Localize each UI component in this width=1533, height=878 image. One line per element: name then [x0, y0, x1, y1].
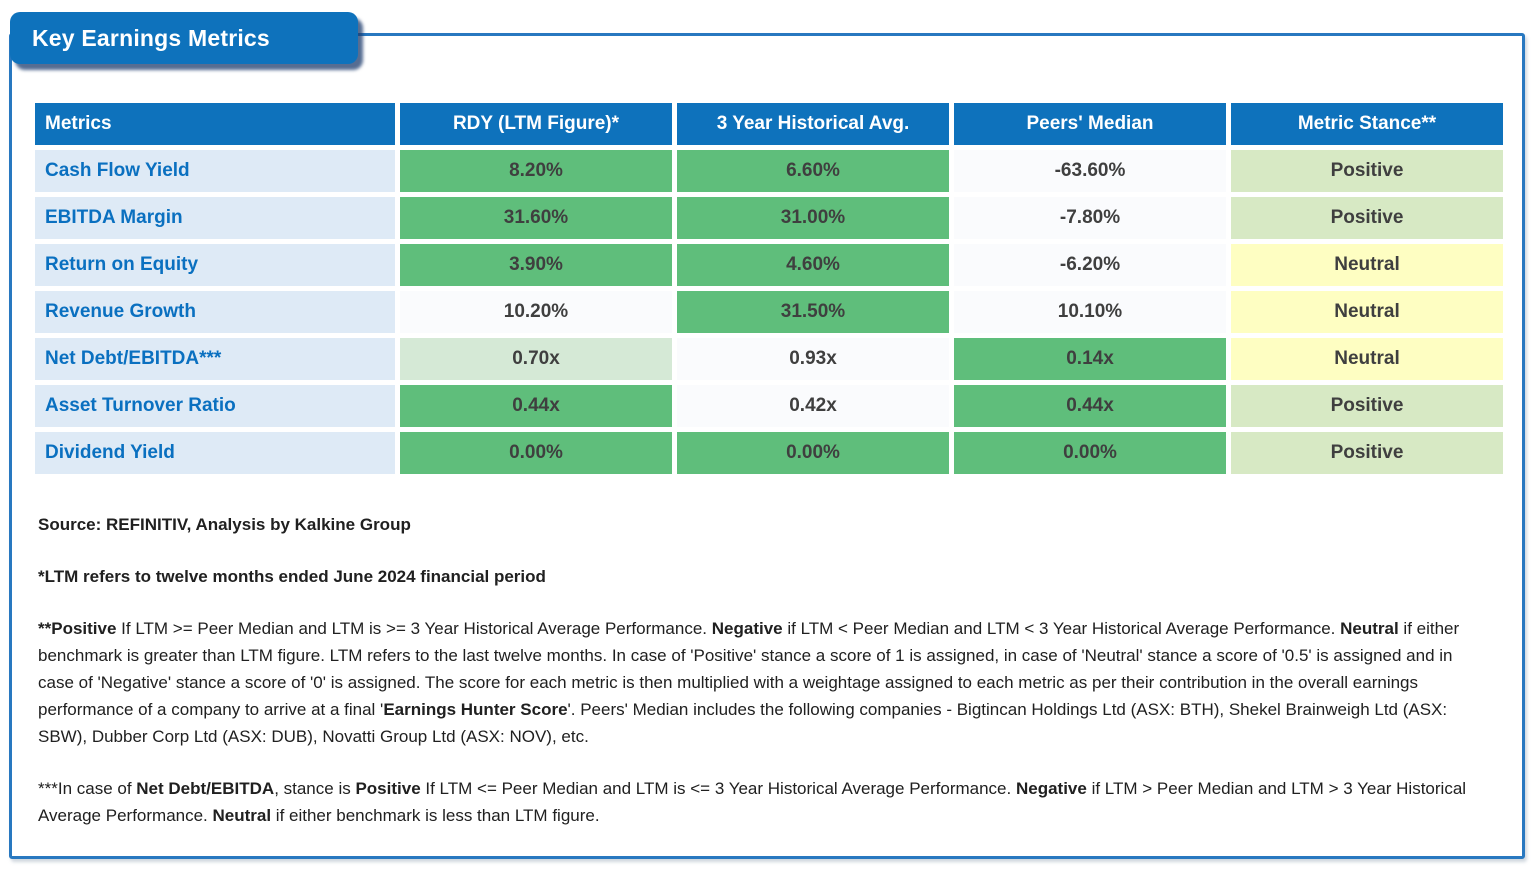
rdy-ltm-value: 10.20%	[400, 291, 672, 333]
metric-name: Return on Equity	[35, 244, 395, 286]
table-row: EBITDA Margin 31.60% 31.00% -7.80% Posit…	[35, 197, 1503, 239]
net-debt-methodology-footnote: ***In case of Net Debt/EBITDA, stance is…	[38, 779, 1467, 825]
rdy-ltm-value: 0.70x	[400, 338, 672, 380]
hist-avg-value: 0.93x	[677, 338, 949, 380]
table-row: Return on Equity 3.90% 4.60% -6.20% Neut…	[35, 244, 1503, 286]
source-note: Source: REFINITIV, Analysis by Kalkine G…	[38, 515, 411, 534]
column-header-3yr-hist-avg: 3 Year Historical Avg.	[677, 103, 949, 145]
metric-name: Revenue Growth	[35, 291, 395, 333]
column-header-peers-median: Peers' Median	[954, 103, 1226, 145]
rdy-ltm-value: 31.60%	[400, 197, 672, 239]
ltm-footnote: *LTM refers to twelve months ended June …	[38, 567, 546, 586]
metric-name: EBITDA Margin	[35, 197, 395, 239]
peers-median-value: 10.10%	[954, 291, 1226, 333]
hist-avg-value: 0.00%	[677, 432, 949, 474]
rdy-ltm-value: 3.90%	[400, 244, 672, 286]
stance-methodology-footnote: **Positive If LTM >= Peer Median and LTM…	[38, 619, 1460, 746]
rdy-ltm-value: 0.00%	[400, 432, 672, 474]
table-header-row: Metrics RDY (LTM Figure)* 3 Year Histori…	[35, 103, 1503, 145]
hist-avg-value: 6.60%	[677, 150, 949, 192]
peers-median-value: -6.20%	[954, 244, 1226, 286]
footnotes: Source: REFINITIV, Analysis by Kalkine G…	[12, 479, 1522, 829]
hist-avg-value: 4.60%	[677, 244, 949, 286]
hist-avg-value: 31.50%	[677, 291, 949, 333]
stance-badge: Neutral	[1231, 244, 1503, 286]
stance-badge: Positive	[1231, 385, 1503, 427]
column-header-metrics: Metrics	[35, 103, 395, 145]
table-row: Asset Turnover Ratio 0.44x 0.42x 0.44x P…	[35, 385, 1503, 427]
table-row: Revenue Growth 10.20% 31.50% 10.10% Neut…	[35, 291, 1503, 333]
table-row: Cash Flow Yield 8.20% 6.60% -63.60% Posi…	[35, 150, 1503, 192]
table-row: Dividend Yield 0.00% 0.00% 0.00% Positiv…	[35, 432, 1503, 474]
metric-name: Net Debt/EBITDA***	[35, 338, 395, 380]
metric-name: Dividend Yield	[35, 432, 395, 474]
peers-median-value: -7.80%	[954, 197, 1226, 239]
stance-badge: Positive	[1231, 432, 1503, 474]
key-earnings-metrics-table: Metrics RDY (LTM Figure)* 3 Year Histori…	[30, 98, 1508, 479]
peers-median-value: 0.00%	[954, 432, 1226, 474]
metric-name: Cash Flow Yield	[35, 150, 395, 192]
peers-median-value: 0.14x	[954, 338, 1226, 380]
hist-avg-value: 0.42x	[677, 385, 949, 427]
stance-badge: Positive	[1231, 197, 1503, 239]
peers-median-value: -63.60%	[954, 150, 1226, 192]
metric-name: Asset Turnover Ratio	[35, 385, 395, 427]
hist-avg-value: 31.00%	[677, 197, 949, 239]
rdy-ltm-value: 0.44x	[400, 385, 672, 427]
column-header-metric-stance: Metric Stance**	[1231, 103, 1503, 145]
rdy-ltm-value: 8.20%	[400, 150, 672, 192]
stance-badge: Positive	[1231, 150, 1503, 192]
peers-median-value: 0.44x	[954, 385, 1226, 427]
stance-badge: Neutral	[1231, 338, 1503, 380]
content-panel: Metrics RDY (LTM Figure)* 3 Year Histori…	[9, 33, 1525, 859]
column-header-rdy-ltm: RDY (LTM Figure)*	[400, 103, 672, 145]
section-title-tab: Key Earnings Metrics	[10, 12, 358, 64]
stance-badge: Neutral	[1231, 291, 1503, 333]
table-row: Net Debt/EBITDA*** 0.70x 0.93x 0.14x Neu…	[35, 338, 1503, 380]
page-title: Key Earnings Metrics	[32, 24, 270, 51]
